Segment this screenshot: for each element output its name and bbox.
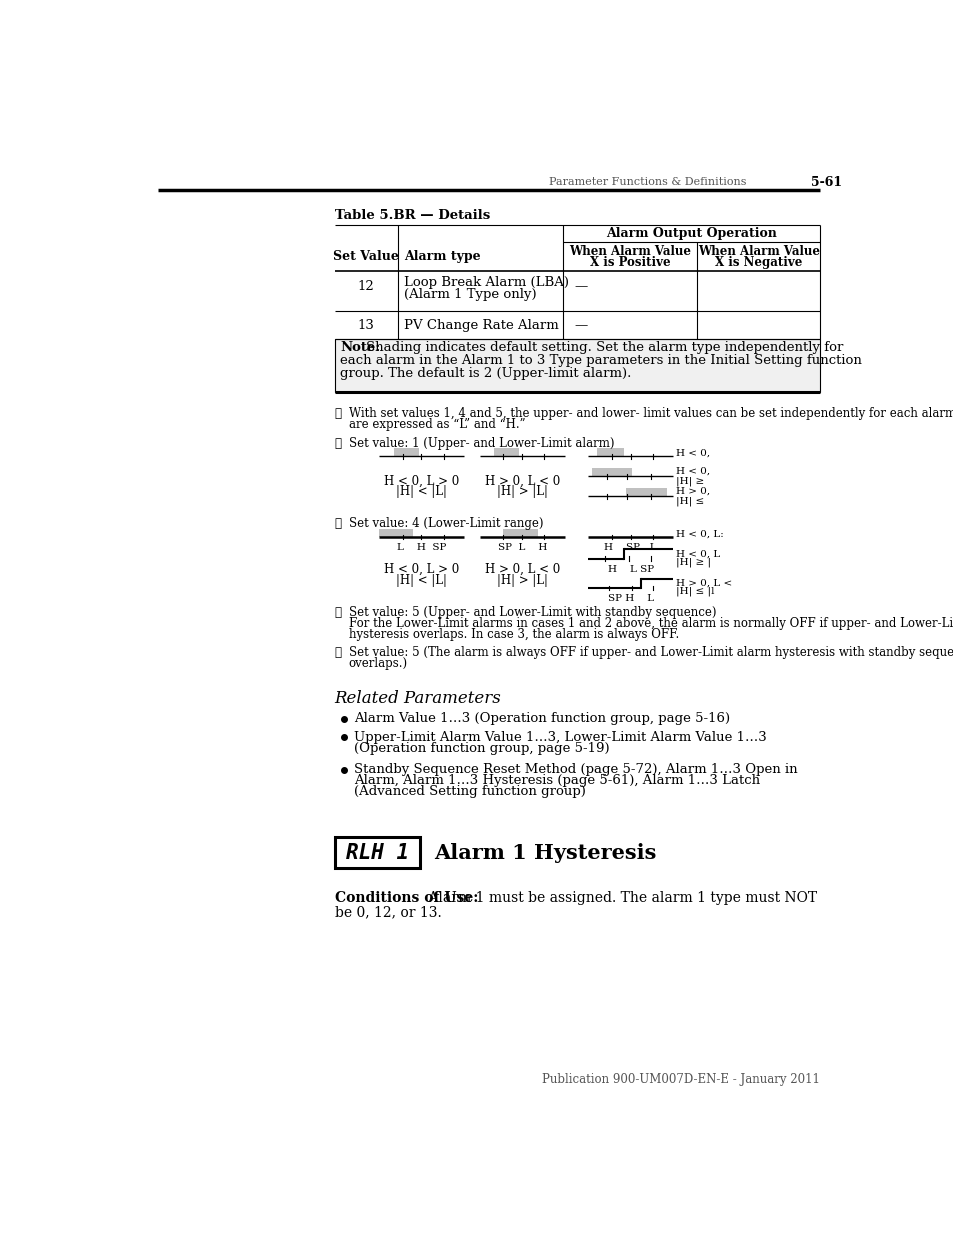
Text: H > 0, L < 0: H > 0, L < 0: [484, 563, 559, 576]
Text: Set value: 4 (Lower-Limit range): Set value: 4 (Lower-Limit range): [348, 517, 542, 531]
Bar: [625, 488, 666, 496]
Text: |H| > |L|: |H| > |L|: [497, 574, 547, 587]
Text: SP  L    H: SP L H: [497, 542, 546, 552]
Text: Alarm Output Operation: Alarm Output Operation: [605, 227, 776, 240]
Text: Alarm type: Alarm type: [404, 251, 480, 263]
Text: ⑤: ⑤: [335, 646, 341, 659]
Text: (Advanced Setting function group): (Advanced Setting function group): [354, 784, 585, 798]
Text: PV Change Rate Alarm: PV Change Rate Alarm: [404, 319, 558, 332]
Text: When Alarm Value: When Alarm Value: [697, 245, 819, 258]
Text: X is Positive: X is Positive: [590, 256, 670, 269]
Text: When Alarm Value: When Alarm Value: [569, 245, 691, 258]
Text: |H| < |L|: |H| < |L|: [395, 574, 446, 587]
Text: H > 0, L <: H > 0, L <: [676, 579, 732, 588]
Text: Set value: 5 (The alarm is always OFF if upper- and Lower-Limit alarm hysteresis: Set value: 5 (The alarm is always OFF if…: [348, 646, 953, 659]
Bar: [494, 448, 518, 456]
Text: Standby Sequence Reset Method (page 5-72), Alarm 1…3 Open in: Standby Sequence Reset Method (page 5-72…: [354, 763, 797, 776]
Text: (Operation function group, page 5-19): (Operation function group, page 5-19): [354, 741, 609, 755]
Text: 5-61: 5-61: [810, 175, 841, 189]
Bar: [394, 448, 418, 456]
Text: group. The default is 2 (Upper-limit alarm).: group. The default is 2 (Upper-limit ala…: [340, 367, 631, 380]
Text: Set value: 5 (Upper- and Lower-Limit with standby sequence): Set value: 5 (Upper- and Lower-Limit wit…: [348, 606, 716, 619]
Bar: [378, 529, 413, 537]
Text: Alarm, Alarm 1…3 Hysteresis (page 5-61), Alarm 1…3 Latch: Alarm, Alarm 1…3 Hysteresis (page 5-61),…: [354, 774, 760, 787]
Text: ③: ③: [335, 517, 341, 531]
Text: H    L SP: H L SP: [607, 564, 653, 574]
Text: —: —: [574, 319, 587, 332]
Text: —: —: [574, 280, 587, 293]
Bar: [596, 448, 623, 456]
Text: (Alarm 1 Type only): (Alarm 1 Type only): [404, 288, 537, 301]
Text: be 0, 12, or 13.: be 0, 12, or 13.: [335, 905, 441, 919]
Text: |H| > |L|: |H| > |L|: [497, 485, 547, 498]
Text: Set Value: Set Value: [333, 251, 398, 263]
Text: |H| ≤ |l: |H| ≤ |l: [676, 587, 714, 597]
Text: H < 0,: H < 0,: [676, 467, 710, 477]
Text: |H| ≤: |H| ≤: [676, 496, 704, 505]
Text: Set value: 1 (Upper- and Lower-Limit alarm): Set value: 1 (Upper- and Lower-Limit ala…: [348, 437, 614, 450]
Text: Publication 900-UM007D-EN-E - January 2011: Publication 900-UM007D-EN-E - January 20…: [541, 1073, 819, 1087]
Bar: [591, 468, 632, 477]
Text: Parameter Functions & Definitions: Parameter Functions & Definitions: [549, 177, 746, 186]
Text: H > 0, L < 0: H > 0, L < 0: [484, 474, 559, 488]
Text: |H| < |L|: |H| < |L|: [395, 485, 446, 498]
Bar: [335, 837, 419, 868]
Text: Shading indicates default setting. Set the alarm type independently for: Shading indicates default setting. Set t…: [366, 341, 843, 354]
Text: are expressed as “L” and “H.”: are expressed as “L” and “H.”: [348, 419, 525, 431]
Text: With set values 1, 4 and 5, the upper- and lower- limit values can be set indepe: With set values 1, 4 and 5, the upper- a…: [348, 408, 953, 420]
Text: Note:: Note:: [340, 341, 380, 354]
Text: each alarm in the Alarm 1 to 3 Type parameters in the Initial Setting function: each alarm in the Alarm 1 to 3 Type para…: [340, 354, 862, 367]
Text: Loop Break Alarm (LBA): Loop Break Alarm (LBA): [404, 275, 569, 289]
Text: |H| ≥ |: |H| ≥ |: [676, 558, 711, 567]
Text: L    H  SP: L H SP: [396, 542, 446, 552]
Text: 13: 13: [356, 319, 374, 332]
Text: H < 0,: H < 0,: [676, 448, 710, 458]
Text: X is Negative: X is Negative: [714, 256, 801, 269]
Bar: [503, 529, 537, 537]
Text: Alarm 1 must be assigned. The alarm 1 type must NOT: Alarm 1 must be assigned. The alarm 1 ty…: [423, 892, 816, 905]
Text: overlaps.): overlaps.): [348, 657, 407, 669]
Text: H > 0,: H > 0,: [676, 487, 710, 496]
Text: ①: ①: [335, 408, 341, 420]
Text: ②: ②: [335, 437, 341, 450]
Text: Upper-Limit Alarm Value 1…3, Lower-Limit Alarm Value 1…3: Upper-Limit Alarm Value 1…3, Lower-Limit…: [354, 731, 766, 743]
Text: H < 0, L > 0: H < 0, L > 0: [383, 563, 458, 576]
Text: SP H    L: SP H L: [607, 594, 653, 603]
Text: RLH 1: RLH 1: [345, 842, 409, 863]
Text: 12: 12: [357, 280, 374, 293]
Text: Related Parameters: Related Parameters: [335, 689, 501, 706]
Text: Conditions of Use:: Conditions of Use:: [335, 892, 477, 905]
Bar: [335, 340, 819, 391]
Text: ④: ④: [335, 606, 341, 619]
Text: H    SP   L: H SP L: [604, 542, 657, 552]
Text: H < 0, L > 0: H < 0, L > 0: [383, 474, 458, 488]
Text: Alarm Value 1…3 (Operation function group, page 5-16): Alarm Value 1…3 (Operation function grou…: [354, 713, 729, 725]
Text: hysteresis overlaps. In case 3, the alarm is always OFF.: hysteresis overlaps. In case 3, the alar…: [348, 627, 679, 641]
Text: H < 0, L:: H < 0, L:: [676, 530, 723, 538]
Text: Table 5.BR — Details: Table 5.BR — Details: [335, 210, 490, 222]
Text: For the Lower-Limit alarms in cases 1 and 2 above, the alarm is normally OFF if : For the Lower-Limit alarms in cases 1 an…: [348, 616, 953, 630]
Text: |H| ≥: |H| ≥: [676, 475, 704, 485]
Text: H < 0, L: H < 0, L: [676, 550, 720, 558]
Text: Alarm 1 Hysteresis: Alarm 1 Hysteresis: [434, 842, 656, 863]
